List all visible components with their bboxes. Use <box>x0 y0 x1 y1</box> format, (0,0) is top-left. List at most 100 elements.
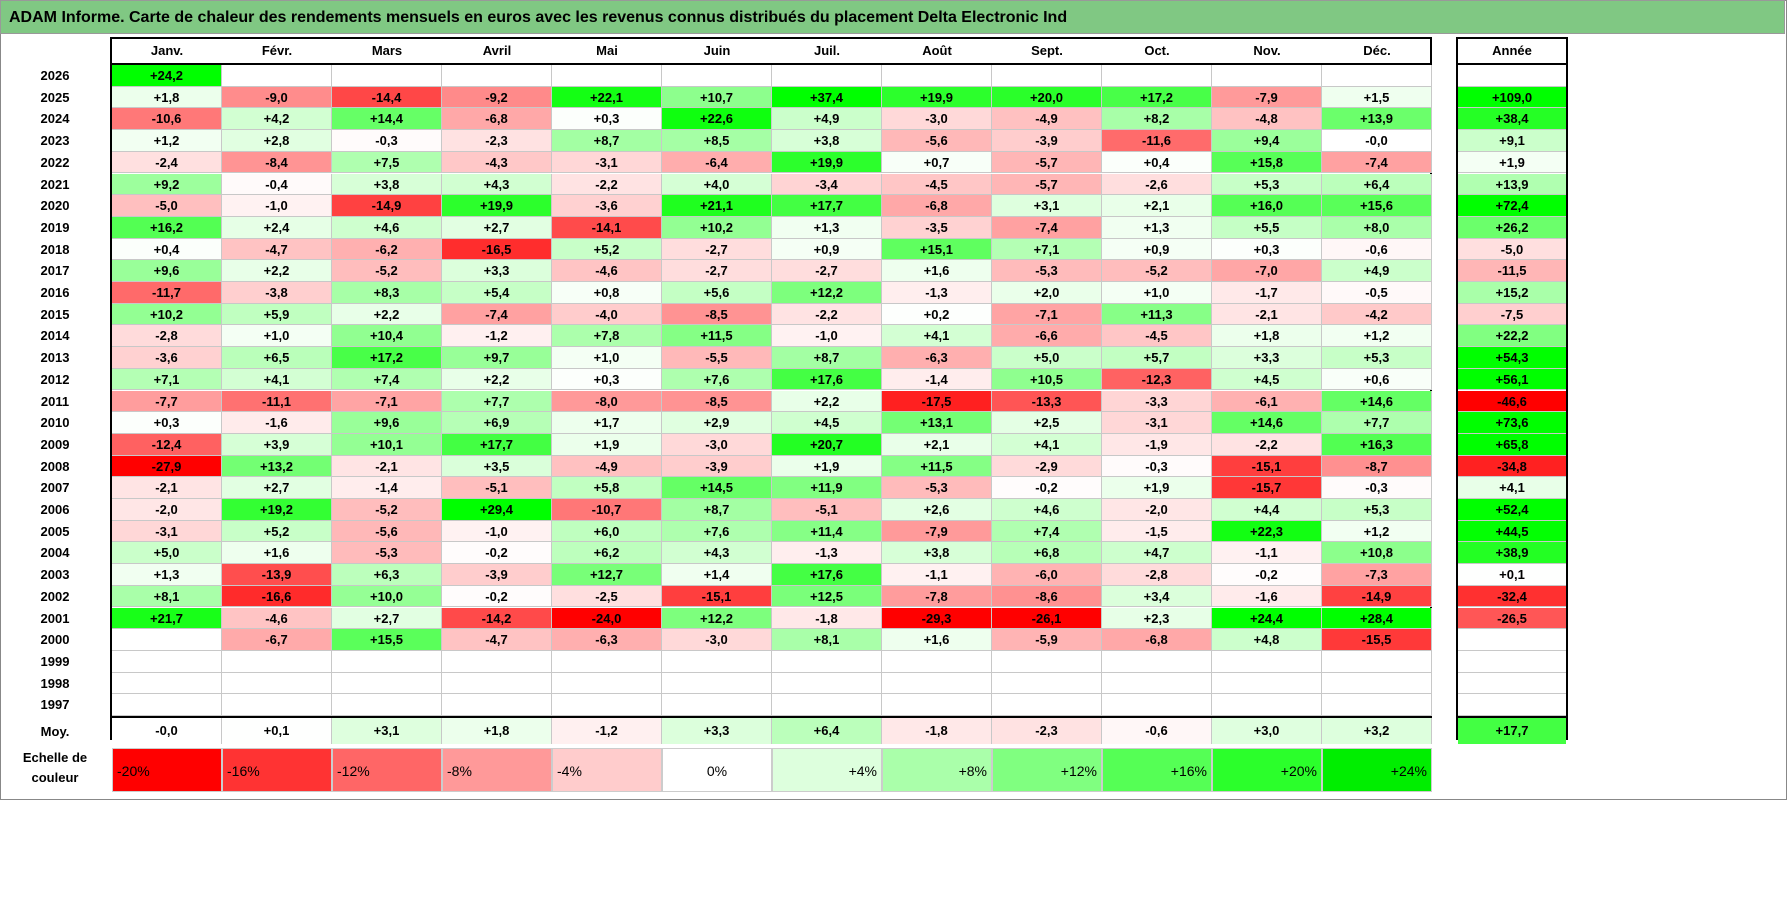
heatmap-cell: -5,3 <box>332 542 442 565</box>
heatmap-cell: +13,1 <box>882 412 992 434</box>
heatmap-cell: +10,0 <box>332 585 442 608</box>
heatmap-cell: +2,3 <box>1102 607 1212 630</box>
heatmap-cell: +9,6 <box>332 412 442 434</box>
heatmap-cell: +0,8 <box>552 282 662 304</box>
heatmap-cell: -2,0 <box>112 499 222 521</box>
heatmap-cell: -9,0 <box>222 86 332 109</box>
heatmap-cell: -4,7 <box>442 629 552 651</box>
row-year-label: 2005 <box>40 523 70 539</box>
heatmap-cell: +0,4 <box>1102 151 1212 174</box>
heatmap-cell: +22,3 <box>1212 520 1322 543</box>
heatmap-cell: -4,0 <box>552 303 662 326</box>
heatmap-cell: -2,1 <box>112 477 222 499</box>
heatmap-cell: -3,1 <box>552 151 662 174</box>
heatmap-cell: +6,0 <box>552 520 662 543</box>
heatmap-cell: -3,9 <box>992 130 1102 152</box>
avg-cell: +1,8 <box>442 718 552 744</box>
month-header: Sept. <box>992 39 1102 65</box>
heatmap-cell: +21,7 <box>112 607 222 630</box>
heatmap-cell: +7,1 <box>112 368 222 391</box>
row-year-label: 2014 <box>40 328 70 344</box>
hdr-line <box>112 63 1430 65</box>
heatmap-cell: +1,3 <box>1102 216 1212 239</box>
heatmap-cell: -1,3 <box>772 542 882 565</box>
heatmap-cell: -11,7 <box>112 282 222 304</box>
heatmap-cell <box>442 65 552 87</box>
heatmap-cell: -1,6 <box>222 412 332 434</box>
row-year-label: 2016 <box>40 285 70 300</box>
heatmap-cell <box>222 672 332 695</box>
row-year-label: 2002 <box>40 588 70 604</box>
heatmap-cell: +10,1 <box>332 433 442 456</box>
heatmap-cell: -7,0 <box>1212 260 1322 282</box>
heatmap-cell: -15,5 <box>1322 629 1432 651</box>
heatmap-cell: -1,6 <box>1212 585 1322 608</box>
heatmap-cell: +4,1 <box>882 325 992 348</box>
heatmap-cell <box>222 650 332 673</box>
heatmap-cell: +3,9 <box>222 433 332 456</box>
heatmap-cell: +17,2 <box>332 347 442 369</box>
heatmap-cell <box>992 650 1102 673</box>
heatmap-cell: +2,0 <box>992 282 1102 304</box>
row-year-label: 2004 <box>40 545 70 561</box>
heatmap-cell <box>1212 694 1322 716</box>
report-title: ADAM Informe. Carte de chaleur des rende… <box>0 0 1785 34</box>
heatmap-cell: +14,6 <box>1322 390 1432 413</box>
heatmap-cell: -7,8 <box>882 585 992 608</box>
heatmap-cell: +1,0 <box>222 325 332 348</box>
heatmap-cell: -2,4 <box>112 151 222 174</box>
heatmap-cell: +17,7 <box>772 195 882 217</box>
annual-cell: +65,8 <box>1458 433 1566 456</box>
heatmap-cell: -5,2 <box>332 260 442 282</box>
heatmap-cell <box>662 694 772 716</box>
heatmap-cell: -1,2 <box>442 325 552 348</box>
heatmap-cell: -2,2 <box>1212 433 1322 456</box>
avg-cell: +3,1 <box>332 718 442 744</box>
heatmap-cell: +8,1 <box>112 585 222 608</box>
heatmap-cell: -6,0 <box>992 564 1102 586</box>
heatmap-cell <box>112 650 222 673</box>
heatmap-cell: -4,3 <box>442 151 552 174</box>
heatmap-cell: +9,4 <box>1212 130 1322 152</box>
heatmap-cell: -0,2 <box>442 542 552 565</box>
heatmap-cell: -1,4 <box>332 477 442 499</box>
heatmap-cell: +10,5 <box>992 368 1102 391</box>
heatmap-cell <box>882 650 992 673</box>
legend-swatch: +20% <box>1212 748 1322 792</box>
avg-row-label: Moy. <box>40 724 70 739</box>
heatmap-cell: +12,5 <box>772 585 882 608</box>
heatmap-cell <box>222 65 332 87</box>
heatmap-cell: -6,4 <box>662 151 772 174</box>
annual-cell: +4,1 <box>1458 477 1566 499</box>
row-year-label: 2012 <box>40 371 70 387</box>
heatmap-cell: +19,9 <box>772 151 882 174</box>
heatmap-cell: +2,7 <box>332 607 442 630</box>
heatmap-cell: +13,9 <box>1322 108 1432 131</box>
heatmap-cell: +2,4 <box>222 216 332 239</box>
heatmap-cell: +4,6 <box>332 216 442 239</box>
heatmap-cell: -7,4 <box>992 216 1102 239</box>
heatmap-cell: +4,1 <box>992 433 1102 456</box>
heatmap-cell: +6,2 <box>552 542 662 565</box>
month-header: Juin <box>662 39 772 65</box>
heatmap-cell <box>992 694 1102 716</box>
annual-cell: +15,2 <box>1458 282 1566 304</box>
heatmap-cell: +3,8 <box>772 130 882 152</box>
annual-cell: +44,5 <box>1458 520 1566 543</box>
heatmap-cell: -24,0 <box>552 607 662 630</box>
heatmap-cell: +10,4 <box>332 325 442 348</box>
heatmap-cell: +3,3 <box>442 260 552 282</box>
annual-cell <box>1458 629 1566 651</box>
heatmap-cell <box>882 694 992 716</box>
heatmap-cell <box>1212 650 1322 673</box>
heatmap-cell: +3,3 <box>1212 347 1322 369</box>
annual-cell: +52,4 <box>1458 499 1566 521</box>
heatmap-cell: +0,3 <box>1212 238 1322 261</box>
month-header: Nov. <box>1212 39 1322 65</box>
heatmap-cell: +4,5 <box>772 412 882 434</box>
heatmap-cell: -5,0 <box>112 195 222 217</box>
heatmap-cell <box>992 672 1102 695</box>
annual-returns-column: Année +109,0 +38,4 +9,1 +1,9 +13,9 +72,4 +26,2-… <box>1456 37 1568 744</box>
month-header: Janv. <box>112 39 222 65</box>
heatmap-cell: +5,4 <box>442 282 552 304</box>
